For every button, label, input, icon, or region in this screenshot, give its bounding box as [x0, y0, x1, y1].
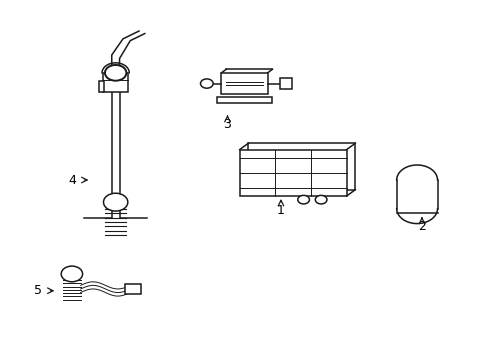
Bar [279, 78, 291, 89]
Bar [248, 143, 355, 190]
Text: 1: 1 [277, 204, 285, 217]
Circle shape [200, 79, 213, 88]
Circle shape [315, 195, 326, 204]
Bar [103, 73, 127, 93]
Circle shape [105, 65, 126, 81]
Text: 2: 2 [417, 220, 425, 233]
Circle shape [61, 266, 82, 282]
Text: 3: 3 [223, 118, 231, 131]
Bar [99, 81, 104, 93]
Text: 5: 5 [34, 284, 42, 297]
Text: 4: 4 [68, 174, 76, 186]
Bar [221, 73, 267, 94]
Bar [125, 284, 141, 294]
Circle shape [297, 195, 309, 204]
Bar [216, 97, 272, 103]
Bar [239, 150, 346, 196]
Circle shape [103, 193, 127, 211]
